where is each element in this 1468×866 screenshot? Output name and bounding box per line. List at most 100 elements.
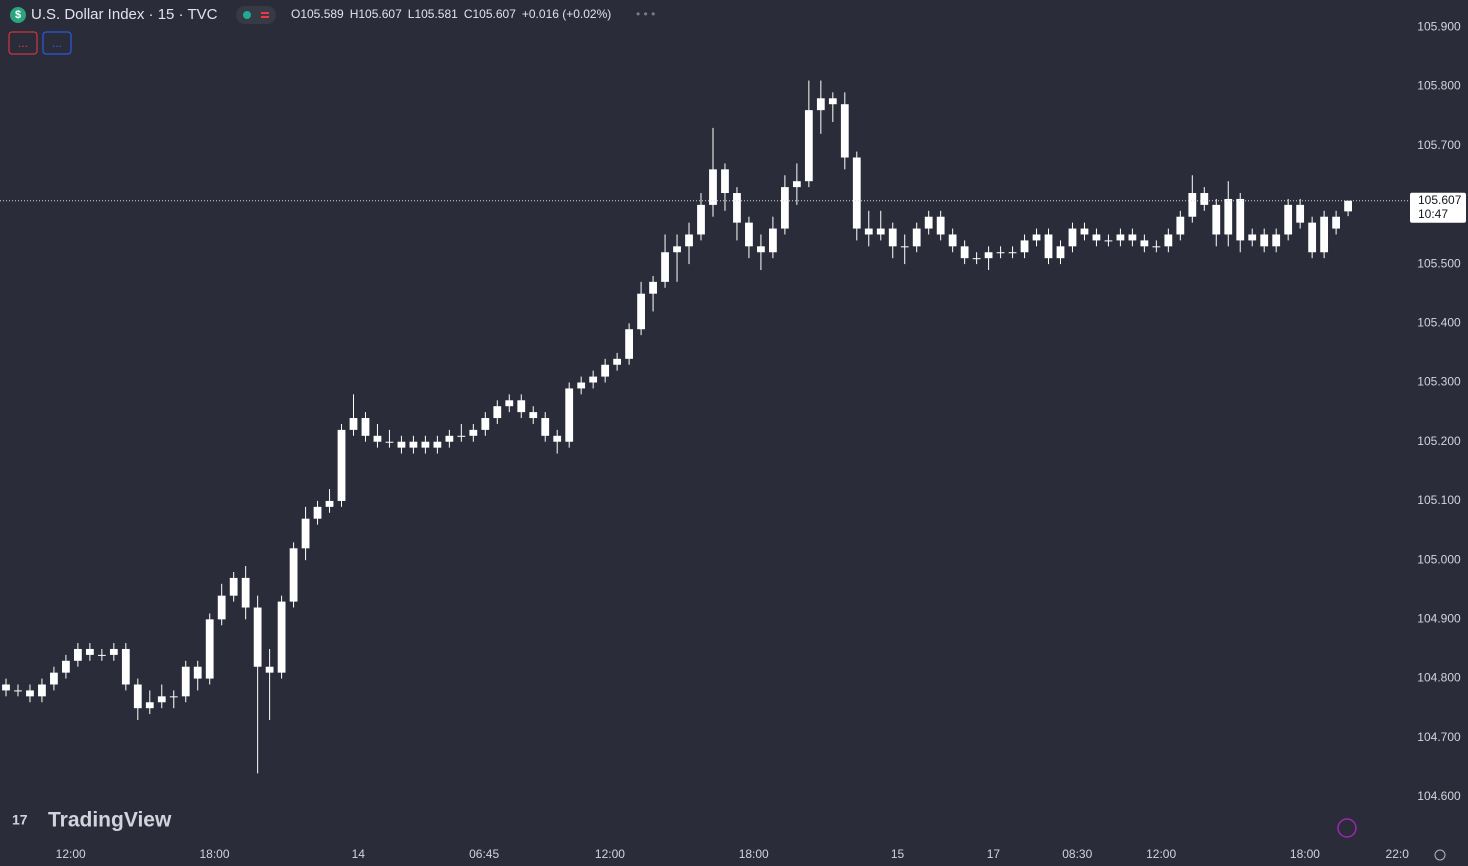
candle-body (577, 382, 586, 389)
indicator-dots: ... (18, 36, 28, 50)
watermark: TradingView (48, 809, 172, 832)
alert-icon[interactable] (1337, 818, 1357, 838)
x-tick-label: 06:45 (469, 847, 499, 861)
candle-body (373, 435, 382, 442)
y-tick-label: 105.300 (1417, 375, 1461, 389)
ohlc-value: O105.589 (291, 7, 344, 21)
candle-body (876, 228, 885, 235)
candle-body (864, 228, 873, 235)
status-dot (243, 11, 251, 19)
candle-body (349, 418, 358, 430)
candle-body (205, 619, 214, 679)
candle-body (337, 429, 346, 501)
candle-body (169, 696, 178, 698)
candle-body (1212, 204, 1221, 235)
candle-body (50, 672, 58, 685)
candle-body (1188, 193, 1197, 217)
y-tick-label: 105.700 (1417, 138, 1461, 152)
candle-body (996, 252, 1005, 254)
candle-body (445, 435, 454, 442)
x-tick-label: 18:00 (199, 847, 229, 861)
candle-body (984, 252, 993, 259)
candle-body (721, 169, 729, 194)
chart-title[interactable]: U.S. Dollar Index · 15 · TVC (31, 6, 218, 23)
candle-body (649, 281, 657, 294)
candle-body (589, 376, 598, 383)
indicator-dots: ... (52, 36, 62, 50)
candle-body (912, 228, 921, 247)
candle-body (1344, 200, 1352, 212)
candle-body (541, 418, 550, 436)
candle-body (181, 666, 190, 697)
status-icon (261, 16, 269, 18)
symbol-icon (10, 7, 26, 23)
candle-body (505, 400, 514, 407)
candle-body (1296, 204, 1305, 223)
candle-body (1284, 204, 1293, 235)
indicator-button[interactable] (42, 31, 72, 55)
candle-body (1272, 234, 1281, 247)
x-tick-label: 15 (891, 847, 905, 861)
y-tick-label: 104.900 (1417, 612, 1461, 626)
y-tick-label: 104.600 (1417, 789, 1461, 803)
y-tick-label: 104.700 (1417, 730, 1461, 744)
ohlc-legend: O105.589 H105.607 L105.581 C105.607 +0.016 (… (291, 7, 611, 21)
candle-body (361, 418, 370, 436)
y-tick-label: 105.100 (1417, 493, 1461, 507)
status-icon (261, 12, 269, 14)
y-tick-label: 105.500 (1417, 256, 1461, 270)
candle-body (1020, 240, 1029, 253)
candle-body (121, 648, 130, 685)
settings-icon[interactable] (1434, 849, 1446, 861)
candle-body (565, 388, 574, 442)
ohlc-value: C105.607 (464, 7, 516, 21)
candle-body (613, 358, 622, 365)
x-tick-label: 18:00 (739, 847, 769, 861)
y-tick-label: 105.400 (1417, 315, 1461, 329)
candle-body (301, 518, 310, 549)
x-tick-label: 08:30 (1062, 847, 1092, 861)
countdown: 10:47 (1418, 207, 1448, 221)
candle-body (433, 441, 442, 448)
candle-body (1320, 216, 1329, 253)
candle-body (1128, 234, 1137, 241)
candle-body (960, 246, 969, 259)
candle-body (948, 234, 957, 247)
ohlc-value: +0.016 (+0.02%) (522, 7, 611, 21)
candle-body (1236, 198, 1245, 241)
candle-body (277, 601, 286, 673)
x-tick-label: 12:00 (595, 847, 625, 861)
ohlc-value: L105.581 (408, 7, 458, 21)
candle-body (62, 660, 70, 673)
candle-body (1032, 234, 1041, 241)
y-tick-label: 105.900 (1417, 19, 1461, 33)
x-tick-label: 22:0 (1386, 847, 1410, 861)
candle-body (529, 412, 538, 419)
candle-body (157, 696, 166, 703)
candle-body (1152, 246, 1161, 248)
candle-body (1248, 234, 1257, 241)
candle-body (517, 400, 526, 413)
candle-body (709, 169, 717, 205)
plot-area: 104.600 104.700 104.800 104.900 105.000 105.1… (0, 19, 1466, 861)
candle-body (1068, 228, 1077, 247)
indicator-button[interactable] (8, 31, 38, 55)
more-dots[interactable]: • • • (636, 7, 655, 21)
last-price-label: 105.607 (1418, 193, 1462, 207)
x-tick-label: 14 (352, 847, 366, 861)
x-tick-label: 17 (987, 847, 1001, 861)
candle-body (409, 441, 418, 448)
candle-body (1260, 234, 1269, 247)
candle-body (241, 577, 250, 608)
status-pill[interactable] (236, 6, 276, 24)
candle-body (1044, 234, 1053, 259)
candle-body (1224, 198, 1233, 235)
candle-body (685, 234, 693, 247)
candle-body (217, 595, 226, 620)
candle-body (325, 500, 334, 507)
candle-body (1080, 228, 1089, 235)
candle-body (38, 684, 46, 697)
candle-body (385, 441, 394, 443)
y-tick-label: 105.000 (1417, 552, 1461, 566)
candle-body (1200, 193, 1209, 205)
